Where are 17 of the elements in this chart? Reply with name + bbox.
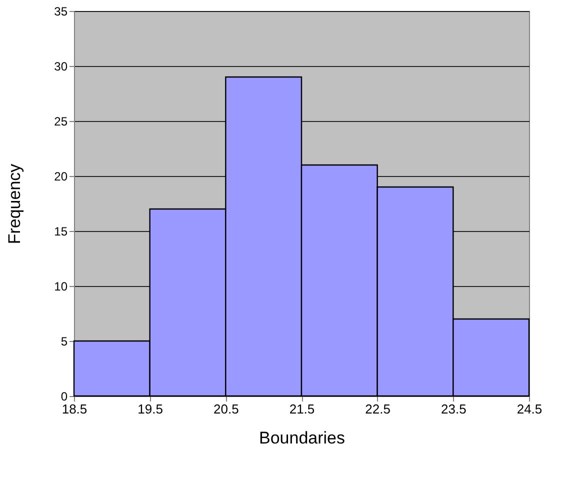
y-axis-title: Frequency xyxy=(5,163,24,244)
y-tick-label: 20 xyxy=(54,170,68,184)
x-tick-label: 22.5 xyxy=(365,402,390,416)
y-tick-label: 0 xyxy=(60,390,68,404)
y-tick-label: 30 xyxy=(54,60,68,74)
x-axis-title: Boundaries xyxy=(258,428,346,448)
x-tick-label: 19.5 xyxy=(138,402,163,416)
y-tick-label: 25 xyxy=(54,114,68,128)
x-tick-label: 18.5 xyxy=(62,402,88,416)
x-tick-label: 23.5 xyxy=(441,402,466,416)
x-tick-label: 21.5 xyxy=(289,402,315,416)
y-tick-label: 35 xyxy=(54,4,68,18)
y-tick-label: 15 xyxy=(54,224,68,238)
y-tick-label: 10 xyxy=(54,280,68,294)
x-tick-label: 24.5 xyxy=(516,402,542,416)
y-tick-label: 5 xyxy=(60,334,68,348)
x-tick-label: 20.5 xyxy=(214,402,239,416)
